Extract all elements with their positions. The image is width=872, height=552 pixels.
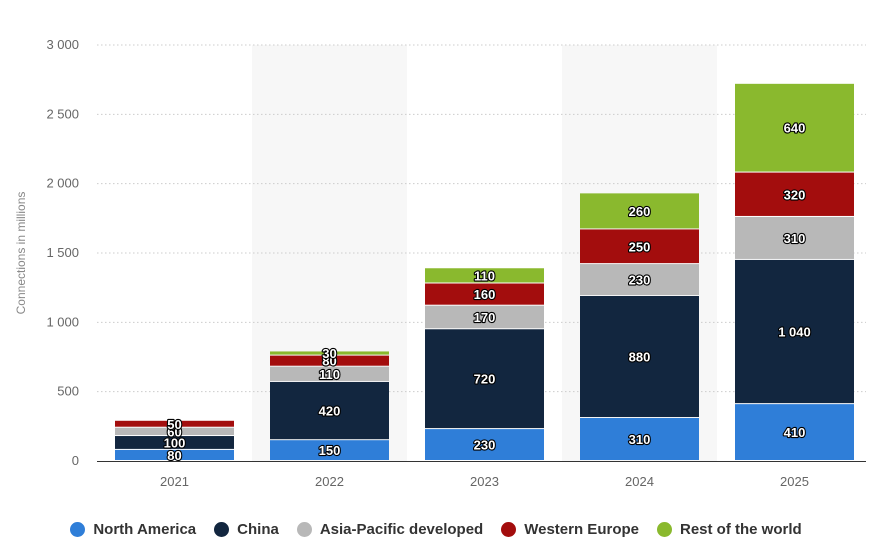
bar-2021-western-europe bbox=[115, 420, 234, 427]
data-label: 230 bbox=[474, 438, 496, 453]
bar-2023-asia-pacific-developed bbox=[425, 305, 544, 329]
bar-2023-western-europe bbox=[425, 283, 544, 305]
y-axis-ticks: 0 500 1 000 1 500 2 000 2 500 3 000 bbox=[46, 37, 79, 468]
data-label: 100 bbox=[164, 435, 186, 450]
y-tick-label: 0 bbox=[72, 453, 79, 468]
x-tick-label: 2025 bbox=[780, 474, 809, 489]
legend-label: China bbox=[237, 521, 279, 538]
data-label: 260 bbox=[629, 204, 651, 219]
data-label: 170 bbox=[474, 310, 496, 325]
legend-label: North America bbox=[93, 521, 197, 538]
data-label: 410 bbox=[784, 425, 806, 440]
legend-dot-icon bbox=[70, 522, 86, 537]
legend-label: Western Europe bbox=[524, 521, 639, 538]
legend-dot-icon bbox=[501, 522, 517, 537]
data-label: 320 bbox=[784, 187, 806, 202]
data-label: 420 bbox=[319, 404, 341, 419]
data-label: 30 bbox=[322, 346, 336, 361]
bar-2021-north-america bbox=[115, 449, 234, 460]
data-label: 160 bbox=[474, 287, 496, 302]
bar-2023-north-america bbox=[425, 429, 544, 460]
bar-2023-china bbox=[425, 329, 544, 429]
legend-dot-icon bbox=[656, 522, 672, 537]
x-tick-label: 2022 bbox=[315, 474, 344, 489]
data-label: 310 bbox=[784, 231, 806, 246]
legend-item-asia-pacific-developed[interactable]: Asia-Pacific developed bbox=[296, 521, 484, 538]
bar-2022-china bbox=[270, 381, 389, 440]
legend-dot-icon bbox=[296, 522, 312, 537]
bar-2022-rest-of-the-world bbox=[270, 351, 389, 355]
data-labels: 8010060501504201108030230720170160110310… bbox=[163, 120, 812, 464]
y-tick-label: 1 000 bbox=[46, 314, 79, 329]
y-tick-label: 2 500 bbox=[46, 106, 79, 121]
data-label: 230 bbox=[629, 273, 651, 288]
data-label: 150 bbox=[319, 443, 341, 458]
data-label: 310 bbox=[629, 432, 651, 447]
bar-2025-asia-pacific-developed bbox=[735, 216, 854, 259]
bar-2024-china bbox=[580, 295, 699, 418]
y-tick-label: 3 000 bbox=[46, 37, 79, 52]
bar-2022-asia-pacific-developed bbox=[270, 366, 389, 381]
legend-dot-icon bbox=[214, 522, 230, 537]
bar-2024-rest-of-the-world bbox=[580, 193, 699, 229]
legend-item-rest-of-the-world[interactable]: Rest of the world bbox=[656, 521, 802, 538]
bar-2021-china bbox=[115, 436, 234, 449]
data-label: 60 bbox=[167, 424, 181, 439]
data-label: 50 bbox=[167, 417, 181, 432]
y-tick-label: 1 500 bbox=[46, 245, 79, 260]
bar-2025-western-europe bbox=[735, 172, 854, 216]
data-label: 110 bbox=[474, 268, 495, 283]
bar-2024-asia-pacific-developed bbox=[580, 264, 699, 295]
bar-2025-rest-of-the-world bbox=[735, 83, 854, 172]
bar-2022-north-america bbox=[270, 440, 389, 460]
x-tick-label: 2024 bbox=[625, 474, 654, 489]
bar-2024-western-europe bbox=[580, 229, 699, 264]
data-label: 80 bbox=[322, 354, 336, 369]
y-tick-label: 500 bbox=[57, 384, 79, 399]
legend-item-western-europe[interactable]: Western Europe bbox=[501, 521, 639, 538]
data-label: 110 bbox=[319, 367, 340, 382]
data-label: 640 bbox=[784, 121, 806, 136]
y-tick-label: 2 000 bbox=[46, 176, 79, 191]
legend-item-china[interactable]: China bbox=[214, 521, 279, 538]
legend-label: Asia-Pacific developed bbox=[319, 521, 484, 538]
data-label: 1 040 bbox=[778, 325, 811, 340]
data-label: 720 bbox=[474, 372, 496, 387]
legend-label: Rest of the world bbox=[679, 521, 802, 538]
legend: North America China Asia-Pacific developed… bbox=[0, 521, 872, 538]
y-axis-label: Connections in millions bbox=[14, 192, 28, 315]
x-axis-ticks: 2021 2022 2023 2024 2025 bbox=[160, 474, 809, 489]
bar-2025-china bbox=[735, 259, 854, 404]
data-label: 80 bbox=[167, 448, 181, 463]
data-label: 880 bbox=[629, 350, 651, 365]
legend-item-north-america[interactable]: North America bbox=[70, 521, 196, 538]
bar-2024-north-america bbox=[580, 418, 699, 460]
bar-2022-western-europe bbox=[270, 355, 389, 366]
x-tick-label: 2021 bbox=[160, 474, 189, 489]
x-tick-label: 2023 bbox=[470, 474, 499, 489]
bar-2023-rest-of-the-world bbox=[425, 268, 544, 283]
bar-2025-north-america bbox=[735, 404, 854, 460]
data-label: 250 bbox=[629, 239, 651, 254]
bar-2021-asia-pacific-developed bbox=[115, 427, 234, 436]
bars bbox=[115, 83, 854, 460]
